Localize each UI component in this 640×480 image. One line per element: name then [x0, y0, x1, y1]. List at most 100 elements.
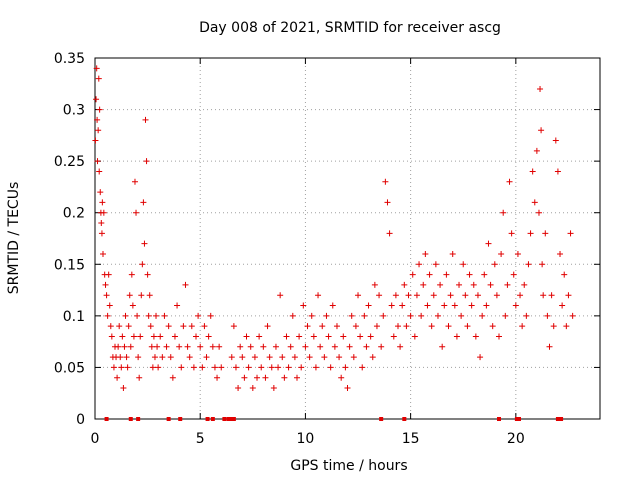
data-point — [302, 343, 309, 350]
data-point — [487, 281, 494, 288]
data-point — [348, 312, 355, 319]
data-point — [182, 281, 189, 288]
data-point — [550, 323, 557, 330]
data-point — [540, 292, 547, 299]
data-point — [512, 302, 519, 309]
data-point — [203, 354, 210, 361]
data-point — [403, 323, 410, 330]
data-point — [214, 374, 221, 381]
x-axis-label: GPS time / hours — [290, 458, 407, 474]
data-point — [105, 271, 112, 278]
data-point — [151, 354, 158, 361]
data-point — [369, 354, 376, 361]
data-point — [262, 374, 269, 381]
data-point — [340, 333, 347, 340]
zero-value-marker — [104, 417, 109, 421]
data-point — [422, 250, 429, 257]
data-point — [127, 343, 134, 350]
data-point — [129, 302, 136, 309]
data-point — [344, 385, 351, 392]
data-point — [97, 189, 104, 196]
data-point — [395, 323, 401, 330]
data-point — [508, 230, 515, 237]
x-tick-label: 10 — [297, 431, 315, 447]
zero-value-marker — [514, 417, 519, 421]
data-point — [361, 312, 368, 319]
data-point — [338, 374, 345, 381]
data-point — [371, 281, 378, 288]
data-point — [128, 271, 135, 278]
data-point — [186, 354, 193, 361]
data-point — [453, 333, 460, 340]
data-point — [230, 323, 237, 330]
data-point — [115, 343, 122, 350]
data-point — [378, 343, 385, 350]
data-point — [119, 333, 126, 340]
data-point — [148, 343, 155, 350]
data-point — [176, 343, 183, 350]
data-point — [159, 354, 166, 361]
data-point — [357, 333, 364, 340]
zero-value-marker — [516, 417, 521, 421]
data-point — [565, 292, 572, 299]
data-point — [138, 292, 145, 299]
data-point — [163, 343, 170, 350]
data-point — [315, 292, 322, 299]
data-point — [294, 374, 300, 381]
data-point — [93, 65, 100, 72]
data-point — [254, 374, 261, 381]
data-point — [285, 364, 292, 371]
data-point — [367, 333, 374, 340]
data-point — [251, 354, 258, 361]
zero-value-marker — [166, 417, 171, 421]
data-point — [531, 199, 538, 206]
data-point — [130, 333, 137, 340]
data-point — [95, 127, 102, 134]
data-point — [298, 364, 305, 371]
x-tick-label: 5 — [196, 431, 205, 447]
data-point — [235, 385, 242, 392]
data-point — [483, 302, 490, 309]
data-point — [93, 96, 100, 103]
data-point — [430, 292, 437, 299]
data-point — [447, 292, 454, 299]
data-point — [331, 343, 338, 350]
data-point — [124, 364, 131, 371]
chart-title: Day 008 of 2021, SRMTID for receiver asc… — [199, 20, 501, 36]
data-point — [533, 147, 540, 154]
data-point — [544, 312, 551, 319]
data-point — [569, 312, 576, 319]
data-point — [325, 333, 332, 340]
data-point — [281, 374, 288, 381]
data-point — [506, 178, 513, 185]
data-point — [390, 333, 397, 340]
y-tick-label: 0.25 — [54, 154, 85, 170]
data-point — [99, 199, 106, 206]
data-point — [567, 230, 574, 237]
data-point — [241, 374, 248, 381]
data-point — [502, 312, 509, 319]
data-point — [139, 261, 146, 268]
data-point — [239, 354, 246, 361]
data-point — [150, 333, 157, 340]
zero-value-marker — [136, 417, 141, 421]
data-point — [279, 354, 286, 361]
data-point — [352, 323, 359, 330]
data-point — [92, 137, 99, 144]
data-point — [557, 250, 564, 257]
data-point — [474, 292, 481, 299]
data-point — [382, 178, 389, 185]
data-point — [96, 168, 103, 175]
data-point — [538, 127, 545, 134]
data-point — [559, 302, 566, 309]
data-point — [428, 323, 435, 330]
data-point — [216, 343, 223, 350]
data-point — [510, 271, 517, 278]
data-point — [232, 364, 239, 371]
data-point — [197, 343, 204, 350]
data-point — [155, 364, 162, 371]
zero-value-marker — [226, 417, 231, 421]
data-point — [145, 312, 152, 319]
data-point — [552, 137, 559, 144]
